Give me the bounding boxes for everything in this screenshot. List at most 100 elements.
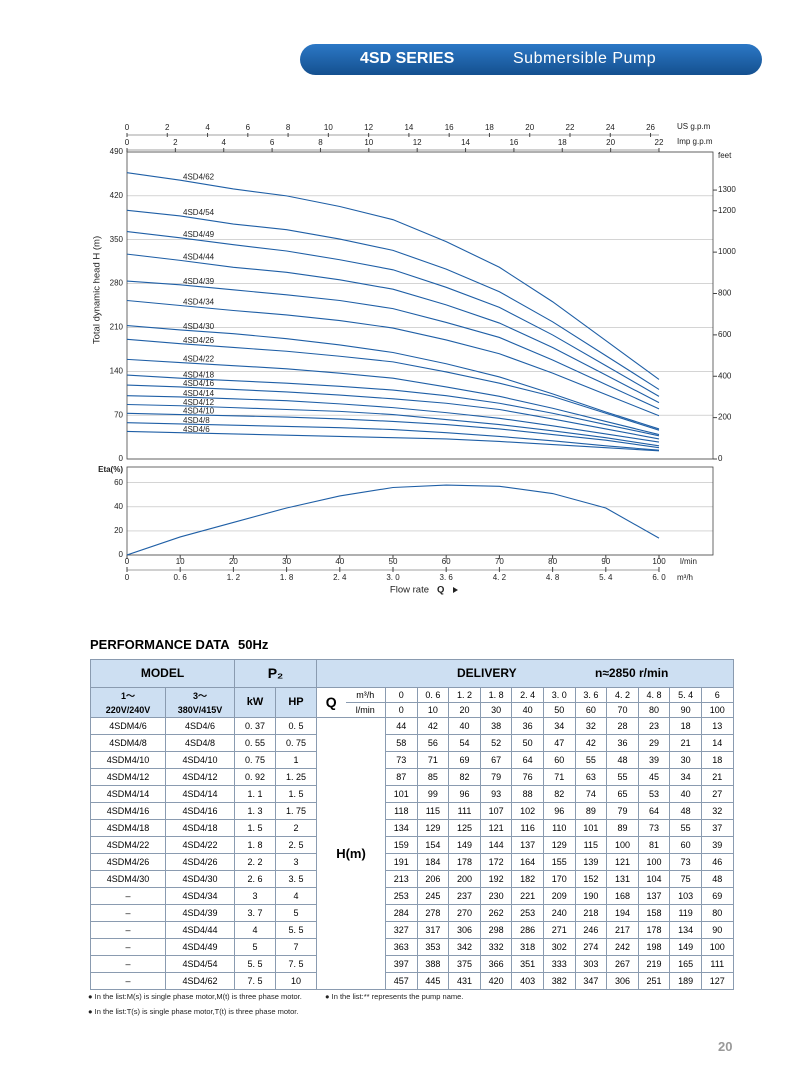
model-three: 4SD4/8 bbox=[165, 734, 235, 752]
q-m3h: 3. 6 bbox=[583, 690, 599, 700]
head-value: 375 bbox=[448, 955, 481, 973]
head-value: 172 bbox=[479, 853, 513, 871]
head-value: 134 bbox=[669, 921, 702, 939]
x-tick-label: 10 bbox=[176, 557, 185, 566]
charts: 0701402102803504204900200400600800100012… bbox=[92, 122, 737, 595]
model-single: – bbox=[90, 938, 166, 956]
phase-cell: 1～ 220V/240V bbox=[90, 687, 166, 718]
head-value: 115 bbox=[416, 802, 450, 820]
head-value: 96 bbox=[542, 802, 576, 820]
q-m3h: 4. 8 bbox=[646, 690, 662, 700]
model-three: 4SD4/39 bbox=[165, 904, 235, 922]
head-value: 100 bbox=[606, 836, 639, 854]
head-value: 131 bbox=[606, 870, 639, 888]
head-value: 79 bbox=[606, 802, 639, 820]
frequency: 50Hz bbox=[238, 637, 269, 652]
top-tick-label: 20 bbox=[525, 123, 534, 132]
head-value: 101 bbox=[574, 819, 608, 837]
head-value: 55 bbox=[669, 819, 702, 837]
head-value: 85 bbox=[416, 768, 450, 786]
q-lmin: 20 bbox=[449, 702, 480, 717]
head-value: 47 bbox=[542, 734, 576, 752]
head-value: 88 bbox=[511, 785, 544, 803]
model-single: 4SDM4/16 bbox=[90, 802, 166, 820]
head-value: 36 bbox=[511, 717, 544, 735]
head-value: 366 bbox=[479, 955, 513, 973]
top-tick-label: 0 bbox=[125, 138, 130, 147]
top-tick-label: 10 bbox=[364, 138, 373, 147]
note: In the list:M(s) is single phase motor,M… bbox=[94, 992, 302, 1001]
model-single: – bbox=[90, 887, 166, 905]
head-value: 48 bbox=[606, 751, 639, 769]
delivery-title: DELIVERY bbox=[457, 666, 517, 680]
q-m3h: 1. 8 bbox=[488, 690, 504, 700]
head-value: 347 bbox=[574, 972, 608, 990]
head-value: 74 bbox=[574, 785, 608, 803]
model-three: 4SD4/62 bbox=[165, 972, 235, 990]
head-value: 53 bbox=[637, 785, 671, 803]
head-value: 303 bbox=[574, 955, 608, 973]
head-value: 37 bbox=[700, 819, 734, 837]
model-single: 4SDM4/6 bbox=[90, 717, 166, 735]
head-value: 21 bbox=[700, 768, 734, 786]
q-cell: 6 100 bbox=[700, 687, 734, 718]
power-hp: 7. 5 bbox=[275, 955, 317, 973]
data-row: –4SD4/62 7. 5 10 457 445 431 420 403 382 347 306 25… bbox=[90, 972, 734, 990]
curve-label: 4SD4/49 bbox=[183, 230, 215, 239]
head-value: 154 bbox=[416, 836, 450, 854]
head-value: 178 bbox=[637, 921, 671, 939]
head-value: 82 bbox=[542, 785, 576, 803]
q-m3h: 2. 4 bbox=[520, 690, 536, 700]
y2-tick-label: 1000 bbox=[718, 247, 736, 256]
model-single: – bbox=[90, 972, 166, 990]
top-tick-label: 8 bbox=[318, 138, 323, 147]
model-single: 4SDM4/26 bbox=[90, 853, 166, 871]
q-cell: 3. 6 60 bbox=[574, 687, 608, 718]
top-tick-label: 26 bbox=[646, 123, 655, 132]
x2-unit: m³/h bbox=[677, 573, 693, 582]
header-row: MODEL P₂ DELIVERY n≈2850 r/min bbox=[90, 659, 734, 688]
head-value: 39 bbox=[700, 836, 734, 854]
top-tick-label: 2 bbox=[173, 138, 178, 147]
head-value: 194 bbox=[606, 904, 639, 922]
head-curve bbox=[126, 299, 660, 417]
power-kw: 4 bbox=[234, 921, 276, 939]
head-value: 129 bbox=[542, 836, 576, 854]
head-value: 271 bbox=[542, 921, 576, 939]
head-value: 76 bbox=[511, 768, 544, 786]
top-tick-label: 8 bbox=[286, 123, 291, 132]
axis-arrow bbox=[453, 587, 458, 593]
y-tick-label: 70 bbox=[114, 410, 123, 419]
power-kw: 3. 7 bbox=[234, 904, 276, 922]
q-cell: 5. 4 90 bbox=[669, 687, 702, 718]
power-hp: 4 bbox=[275, 887, 317, 905]
x-unit: l/min bbox=[680, 557, 697, 566]
head-curve bbox=[126, 358, 660, 436]
model-three: 4SD4/30 bbox=[165, 870, 235, 888]
head-value: 100 bbox=[637, 853, 671, 871]
head-value: 64 bbox=[637, 802, 671, 820]
x-tick-label: 70 bbox=[495, 557, 504, 566]
curve-label: 4SD4/34 bbox=[183, 298, 215, 307]
plot-frame bbox=[126, 466, 714, 556]
head-value: 99 bbox=[416, 785, 450, 803]
head-value: 149 bbox=[448, 836, 481, 854]
head-value: 445 bbox=[416, 972, 450, 990]
curve-label: 4SD4/14 bbox=[183, 389, 215, 398]
head-value: 333 bbox=[542, 955, 576, 973]
series-banner: 4SD SERIES Submersible Pump bbox=[300, 44, 762, 75]
head-value: 149 bbox=[669, 938, 702, 956]
head-value: 36 bbox=[606, 734, 639, 752]
power-hp: 10 bbox=[275, 972, 317, 990]
model-three: 4SD4/14 bbox=[165, 785, 235, 803]
q-lmin: 10 bbox=[417, 702, 449, 717]
note-row: ● In the list:T(s) is single phase motor… bbox=[88, 1007, 299, 1016]
head-curve bbox=[126, 403, 660, 447]
head-value: 67 bbox=[479, 751, 513, 769]
head-value: 221 bbox=[511, 887, 544, 905]
y-tick-label: 140 bbox=[110, 366, 124, 375]
top-tick-label: 14 bbox=[461, 138, 470, 147]
y2-tick-label: 800 bbox=[718, 289, 732, 298]
q-lmin: 50 bbox=[543, 702, 575, 717]
head-value: 69 bbox=[700, 887, 734, 905]
